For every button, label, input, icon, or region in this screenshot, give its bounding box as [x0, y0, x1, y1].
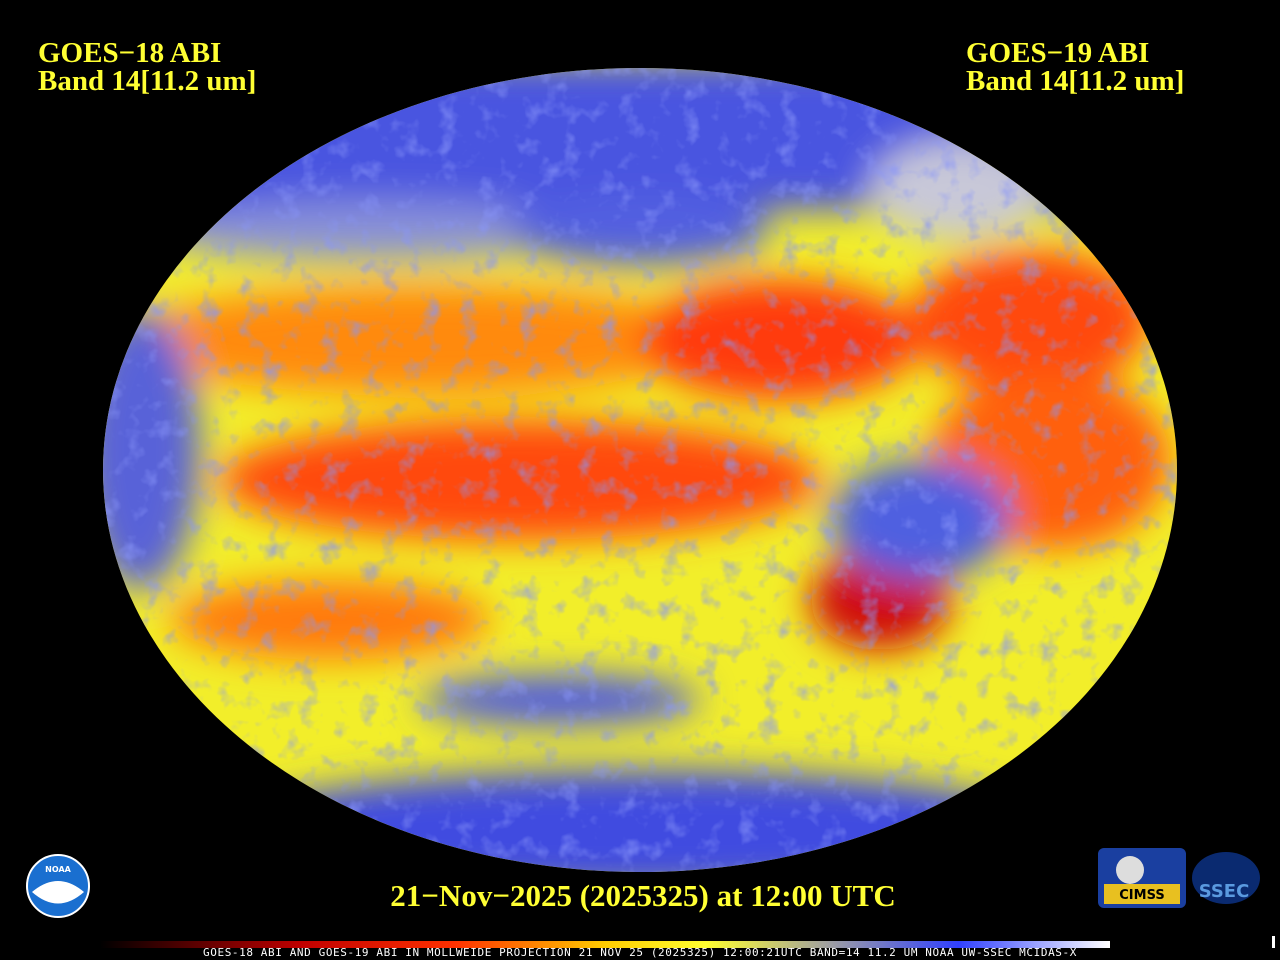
timestamp: 21−Nov−2025 (2025325) at 12:00 UTC [390, 878, 895, 913]
right-band: Band 14[11.2 um] [966, 65, 1184, 97]
cimss-logo: CIMSS [1098, 848, 1186, 908]
left-satellite: GOES−18 ABI [38, 37, 221, 69]
corner-marker [1272, 936, 1275, 948]
noaa-label: NOAA [45, 865, 71, 874]
color-bar [100, 941, 1110, 948]
cimss-label: CIMSS [1119, 888, 1164, 903]
left-band: Band 14[11.2 um] [38, 65, 256, 97]
right-satellite: GOES−19 ABI [966, 37, 1149, 69]
ssec-logo: SSEC [1192, 852, 1260, 904]
ssec-label: SSEC [1199, 881, 1250, 902]
globe-image [103, 68, 1177, 872]
noaa-logo: NOAA [26, 854, 90, 918]
footer-text: GOES-18 ABI AND GOES-19 ABI IN MOLLWEIDE… [203, 946, 1077, 959]
